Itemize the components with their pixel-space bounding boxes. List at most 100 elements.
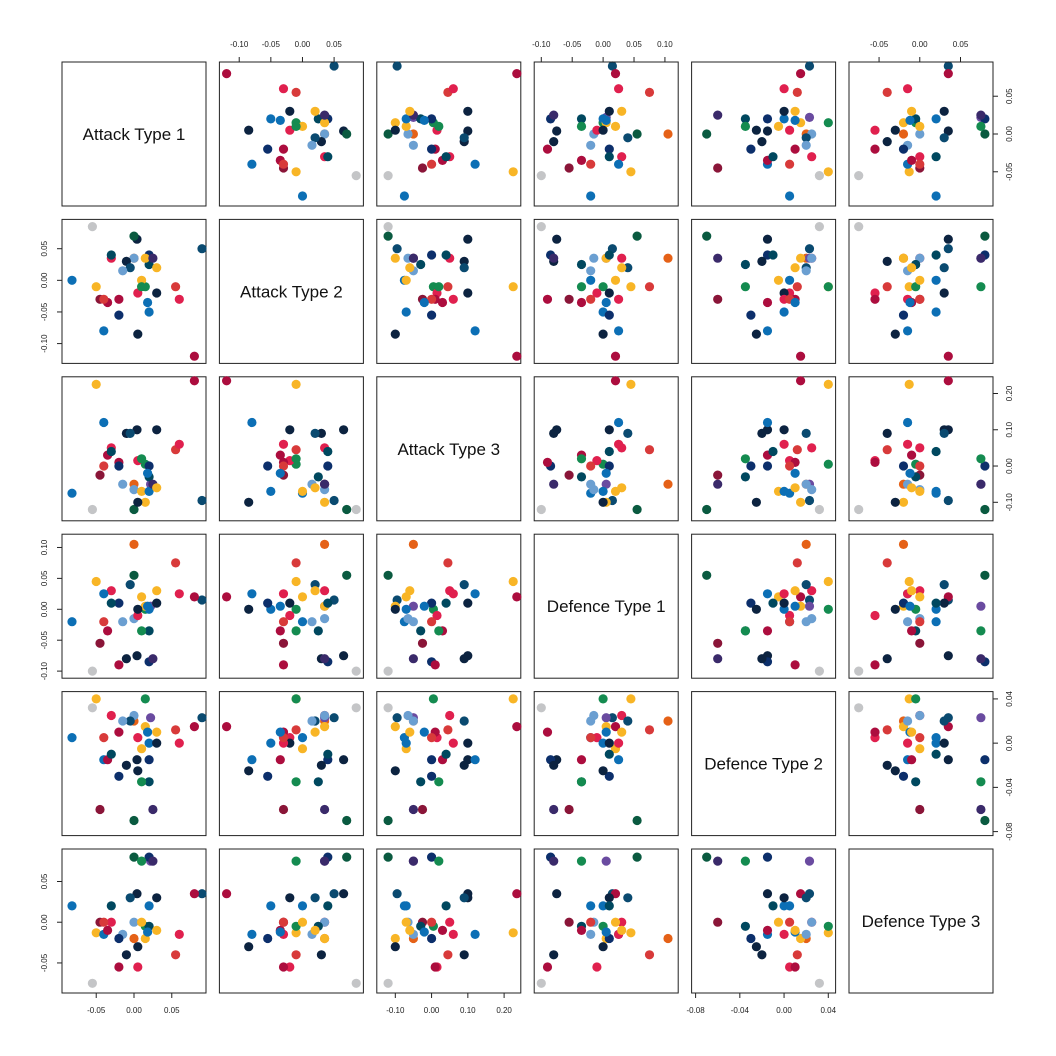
scatter-point	[118, 479, 128, 489]
scatter-point	[408, 804, 418, 815]
scatter-point	[576, 259, 587, 270]
scatter-point	[310, 925, 320, 936]
scatter-point	[601, 297, 611, 308]
tick-label: 0.00	[1005, 735, 1014, 751]
scatter-point	[943, 69, 953, 79]
scatter-point	[644, 282, 655, 292]
scatter-point	[171, 950, 181, 960]
scatter-point	[870, 457, 880, 467]
scatter-point	[323, 901, 333, 911]
scatter-point	[601, 479, 611, 489]
scatter-point	[459, 263, 469, 273]
scatter-point	[980, 570, 990, 580]
scatter-point	[601, 856, 611, 866]
scatter-point	[463, 126, 473, 136]
scatter-point	[870, 727, 880, 737]
tick-label: 0.00	[595, 40, 611, 49]
scatter-point	[434, 282, 444, 292]
scatter-point	[320, 586, 330, 596]
scatter-point	[976, 253, 986, 263]
scatter-point	[626, 282, 636, 292]
scatter-point	[416, 777, 426, 787]
scatter-point	[542, 962, 553, 972]
panel-r4-c5	[691, 533, 837, 679]
scatter-point	[152, 598, 162, 608]
scatter-point	[943, 126, 953, 136]
scatter-point	[99, 417, 109, 428]
scatter-point	[604, 310, 614, 320]
scatter-point	[576, 472, 587, 482]
scatter-point	[95, 638, 105, 648]
scatter-point	[278, 617, 289, 627]
scatter-point	[174, 738, 184, 748]
scatter-point	[903, 716, 913, 726]
scatter-point	[882, 558, 892, 568]
scatter-point	[137, 592, 147, 602]
scatter-point	[114, 660, 124, 670]
scatter-point	[751, 942, 762, 952]
scatter-point	[470, 326, 480, 336]
scatter-point	[114, 727, 124, 737]
scatter-point	[980, 755, 990, 765]
scatter-point	[552, 126, 562, 136]
scatter-point	[291, 558, 301, 568]
scatter-point	[285, 738, 295, 748]
scatter-point	[443, 282, 453, 292]
scatter-point	[976, 804, 986, 815]
scatter-point	[976, 454, 986, 464]
scatter-point	[536, 504, 546, 515]
scatter-point	[508, 694, 518, 704]
scatter-point	[746, 933, 756, 944]
scatter-point	[790, 962, 800, 972]
scatter-point	[263, 598, 273, 608]
scatter-point	[103, 626, 113, 636]
scatter-point	[939, 428, 949, 438]
scatter-point	[536, 171, 546, 181]
scatter-point	[339, 889, 349, 899]
scatter-point	[601, 727, 611, 737]
scatter-point	[939, 738, 949, 748]
scatter-point	[939, 288, 949, 298]
scatter-point	[915, 617, 925, 627]
scatter-point	[307, 617, 317, 627]
axis-bottom-3: -0.10 0.00 0.10 0.20	[386, 992, 512, 1015]
scatter-point	[976, 282, 986, 292]
tick-label: 0.10	[1005, 421, 1014, 437]
scatter-point	[931, 598, 941, 608]
scatter-point	[278, 804, 289, 815]
scatter-point	[549, 137, 559, 147]
scatter-point	[713, 253, 723, 263]
scatter-point	[189, 376, 199, 386]
scatter-point	[779, 439, 789, 449]
scatter-point	[931, 738, 941, 748]
scatter-point	[898, 539, 909, 550]
scatter-point	[768, 901, 778, 911]
scatter-point	[801, 580, 811, 590]
panel-frame	[691, 376, 837, 522]
scatter-point	[351, 666, 361, 676]
scatter-point	[943, 351, 953, 361]
scatter-point	[143, 297, 153, 308]
scatter-point	[882, 654, 892, 664]
scatter-point	[189, 351, 199, 361]
scatter-point	[939, 263, 949, 273]
scatter-point	[713, 638, 723, 648]
scatter-point	[976, 601, 986, 611]
scatter-point	[129, 539, 139, 550]
panel-frame	[61, 61, 207, 207]
scatter-point	[427, 755, 437, 765]
scatter-point	[626, 928, 636, 938]
tick-label: 0.10	[460, 1006, 476, 1015]
scatter-point	[904, 576, 914, 587]
scatter-point	[740, 114, 751, 124]
scatter-point	[586, 917, 596, 927]
scatter-point	[428, 694, 438, 704]
scatter-point	[882, 256, 892, 266]
scatter-point	[536, 978, 546, 988]
scatter-point	[814, 504, 825, 515]
scatter-point	[445, 917, 455, 927]
scatter-point	[266, 114, 276, 124]
scatter-point	[434, 626, 444, 636]
tick-label: 0.00	[40, 601, 49, 617]
